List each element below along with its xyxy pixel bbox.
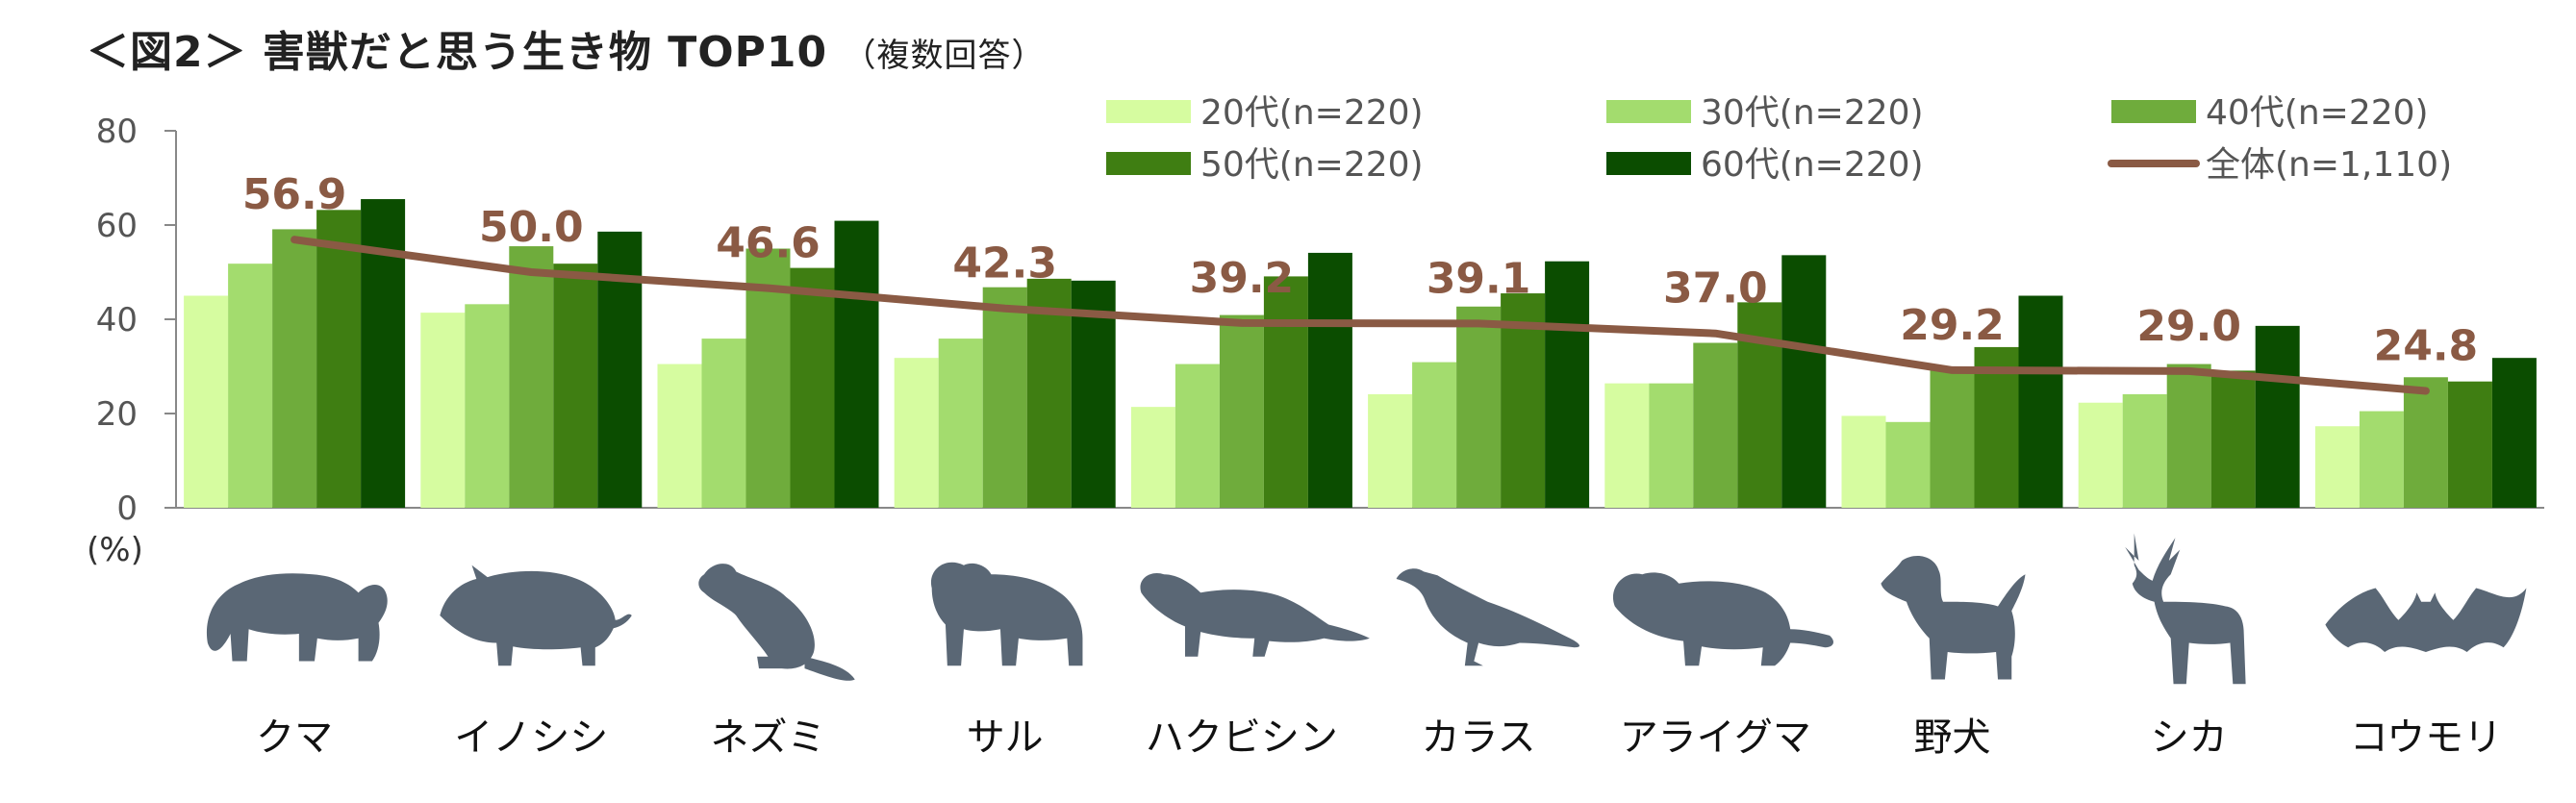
bar [1412, 362, 1457, 508]
category-label: コウモリ [2350, 715, 2502, 760]
y-axis-unit-label: (%) [87, 531, 143, 569]
bar [1781, 255, 1827, 508]
bar [657, 364, 702, 508]
chart-title: ＜図2＞ 害獣だと思う生き物 TOP10 （複数回答） [87, 17, 1045, 79]
bar [2122, 393, 2167, 508]
bar [465, 304, 510, 508]
legend-swatch [1606, 152, 1691, 175]
data-label: 37.0 [1663, 264, 1768, 314]
bar [2359, 411, 2404, 508]
bar [1174, 364, 1220, 508]
bar [1737, 302, 1782, 508]
bar [1841, 415, 1886, 508]
category-label: シカ [2151, 715, 2228, 760]
bar [834, 220, 879, 508]
bar [2491, 358, 2537, 508]
bar [2210, 370, 2256, 508]
bar [1026, 278, 1072, 508]
bar [2447, 381, 2492, 508]
bar [701, 339, 746, 508]
monkey-icon [930, 562, 1083, 666]
data-label: 24.8 [2374, 321, 2479, 370]
bear-icon [206, 573, 388, 662]
bar [982, 287, 1027, 508]
legend-label: 50代(n=220) [1200, 145, 1424, 185]
bar [1130, 407, 1175, 508]
category-label: イノシシ [454, 715, 608, 760]
category-label: アライグマ [1620, 715, 1811, 760]
data-label: 46.6 [716, 219, 821, 268]
crow-icon [1396, 568, 1580, 666]
category-label: クマ [256, 715, 333, 760]
bar [1307, 252, 1352, 508]
bar [1456, 306, 1502, 508]
bat-icon [2325, 588, 2527, 652]
data-label: 29.2 [1900, 301, 2005, 350]
chart-subtitle: （複数回答） [843, 37, 1046, 75]
bar [509, 246, 554, 508]
deer-icon [2125, 533, 2246, 685]
category-label: サル [967, 715, 1044, 760]
y-tick-label: 80 [96, 113, 138, 151]
legend-swatch [1106, 100, 1191, 123]
data-label: 39.2 [1190, 254, 1295, 303]
legend-swatch [1106, 152, 1191, 175]
legend-swatch [1606, 100, 1691, 123]
legend-label: 60代(n=220) [1701, 145, 1924, 185]
category-label: ネズミ [711, 715, 826, 760]
legend-swatch [2111, 100, 2196, 123]
bar [2078, 402, 2123, 508]
bar [420, 313, 466, 508]
category-label: ハクビシン [1146, 715, 1338, 760]
bar [2314, 426, 2360, 508]
bar [1604, 383, 1650, 508]
bar [1693, 342, 1738, 508]
boar-icon [440, 565, 632, 666]
data-label: 29.0 [2136, 302, 2241, 351]
bar [2018, 295, 2063, 508]
dog-icon [1881, 556, 2026, 680]
bar [361, 199, 406, 509]
chart-title-text: ＜図2＞ 害獣だと思う生き物 TOP10 [87, 28, 828, 77]
bar [1885, 421, 1931, 508]
category-label: カラス [1421, 715, 1535, 760]
y-tick-label: 20 [96, 395, 138, 434]
line-series-overall [290, 236, 2430, 395]
y-tick-label: 0 [116, 489, 138, 528]
bar [553, 263, 598, 508]
legend-label: 全体(n=1,110) [2206, 145, 2452, 185]
legend-label: 40代(n=220) [2206, 93, 2429, 133]
bar [184, 295, 229, 508]
bar [316, 210, 362, 508]
legend-label: 30代(n=220) [1701, 93, 1924, 133]
bar [938, 339, 983, 508]
masked-palm-civet-icon [1140, 573, 1370, 657]
bar [1263, 276, 1308, 508]
legend-label: 20代(n=220) [1200, 93, 1424, 133]
bar [1930, 370, 1975, 508]
bar [1649, 383, 1694, 508]
bar [1368, 393, 1413, 508]
y-tick-label: 60 [96, 207, 138, 245]
bar [272, 229, 317, 508]
bar [597, 231, 643, 509]
bar [1545, 261, 1590, 508]
bar [1219, 314, 1264, 508]
bar [790, 267, 835, 508]
category-label: 野犬 [1914, 715, 1991, 760]
y-tick-label: 40 [96, 301, 138, 339]
data-label: 50.0 [479, 203, 584, 252]
rat-icon [698, 564, 855, 681]
bar [2403, 377, 2448, 508]
data-label: 56.9 [242, 170, 347, 219]
bar [2255, 325, 2300, 508]
bar [894, 358, 939, 508]
bar [2166, 364, 2211, 508]
raccoon-icon [1612, 572, 1833, 666]
bar [228, 263, 273, 508]
data-label: 42.3 [952, 239, 1057, 289]
data-label: 39.1 [1427, 254, 1531, 303]
